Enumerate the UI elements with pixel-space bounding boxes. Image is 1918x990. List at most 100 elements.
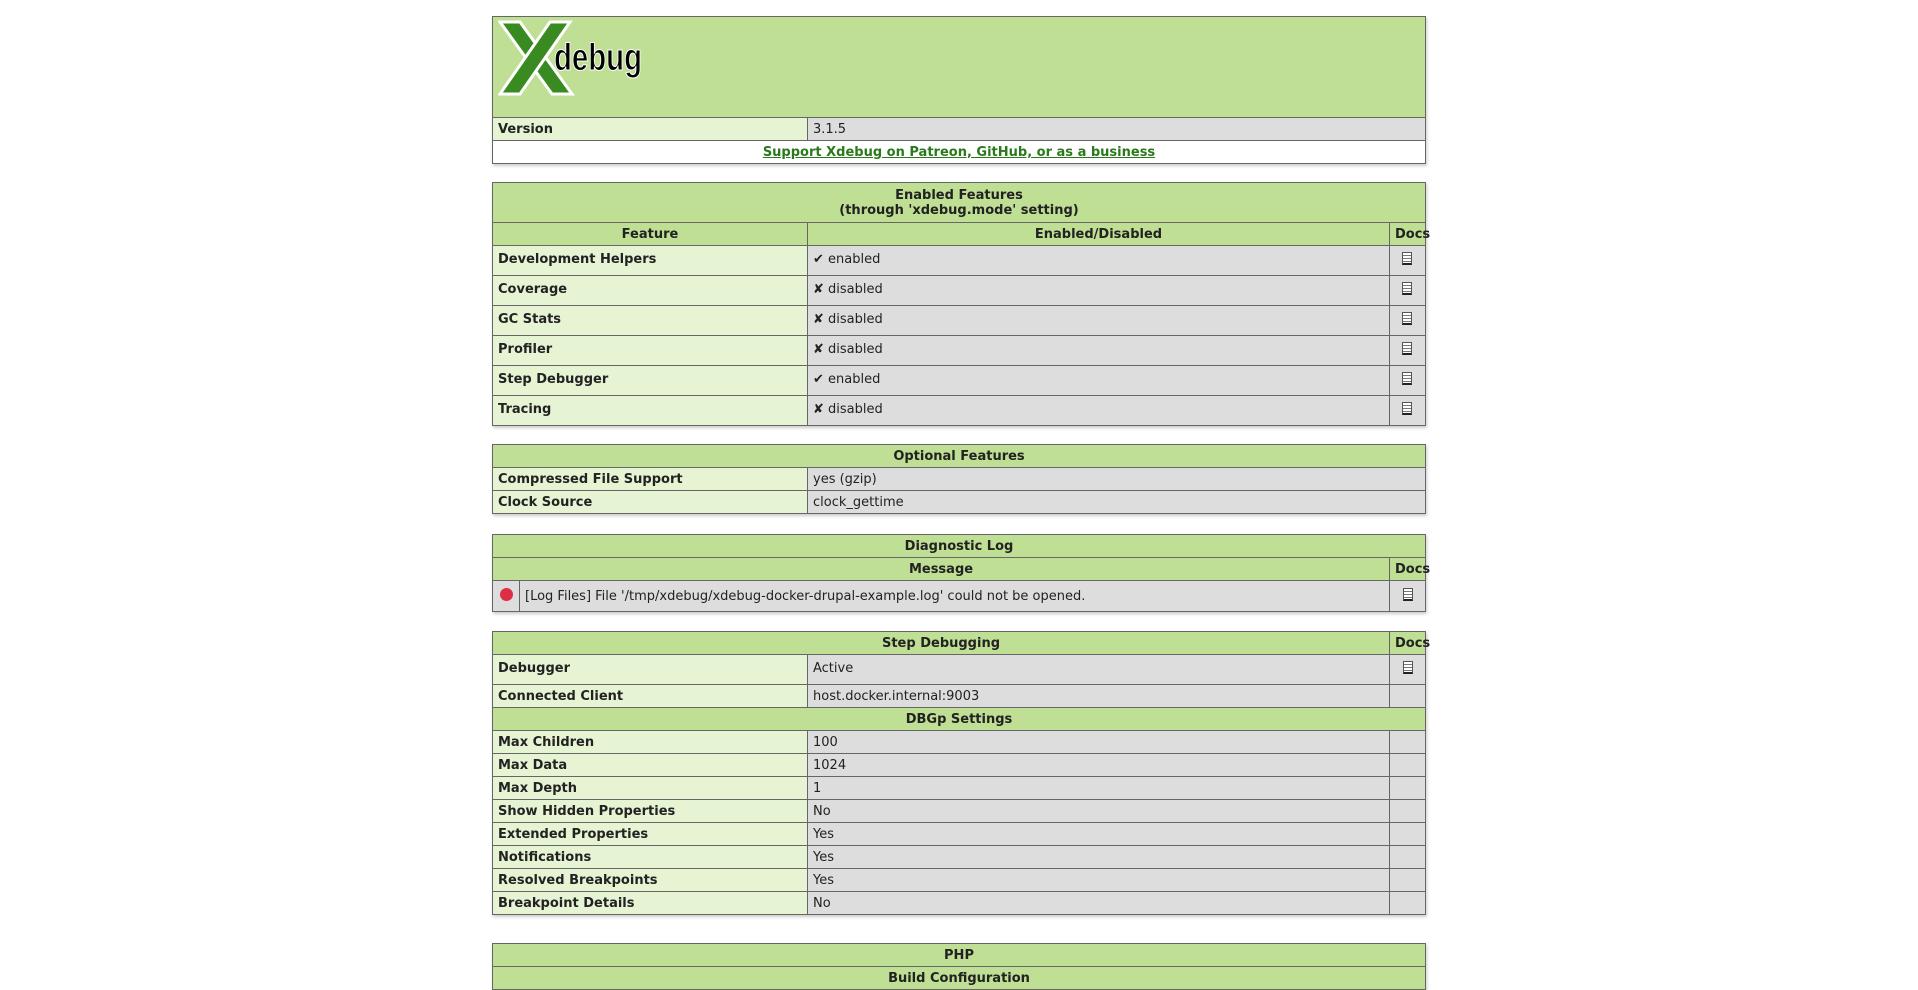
- log-message: [Log Files] File '/tmp/xdebug/xdebug-doc…: [519, 580, 1390, 612]
- table-row: Max Data 1024: [492, 753, 1426, 777]
- table-row: Extended Properties Yes: [492, 822, 1426, 846]
- dbgp-setting-name: Max Children: [492, 730, 808, 754]
- docs-cell: [1389, 580, 1426, 612]
- feature-name: Tracing: [492, 395, 808, 426]
- docs-page-icon[interactable]: [1402, 372, 1413, 385]
- table-row: Notifications Yes: [492, 845, 1426, 869]
- empty-docs-cell: [1389, 868, 1426, 892]
- diagnostic-log-title: Diagnostic Log: [492, 534, 1426, 558]
- dbgp-setting-name: Show Hidden Properties: [492, 799, 808, 823]
- empty-docs-cell: [1389, 891, 1426, 915]
- dbgp-setting-name: Resolved Breakpoints: [492, 868, 808, 892]
- dbgp-settings-title: DBGp Settings: [492, 707, 1426, 731]
- version-label: Version: [492, 117, 808, 141]
- connected-client-value: host.docker.internal:9003: [807, 684, 1390, 708]
- support-link[interactable]: Support Xdebug on Patreon, GitHub, or as…: [762, 144, 1156, 160]
- optional-feature-value: clock_gettime: [807, 490, 1426, 514]
- feature-name: Profiler: [492, 335, 808, 366]
- feature-name: Coverage: [492, 275, 808, 306]
- table-row: Step Debugger ✔ enabled: [492, 365, 1427, 396]
- optional-feature-value: yes (gzip): [807, 467, 1426, 491]
- dbgp-setting-name: Extended Properties: [492, 822, 808, 846]
- dbgp-setting-value: No: [807, 799, 1390, 823]
- empty-docs-cell: [1389, 753, 1426, 777]
- optional-features-table: Optional Features Compressed File Suppor…: [492, 444, 1426, 514]
- dbgp-setting-name: Max Depth: [492, 776, 808, 800]
- optional-feature-name: Clock Source: [492, 490, 808, 514]
- debugger-label: Debugger: [492, 654, 808, 685]
- feature-name: Step Debugger: [492, 365, 808, 396]
- empty-docs-cell: [1389, 684, 1426, 708]
- error-dot-icon: [499, 587, 513, 601]
- optional-features-title: Optional Features: [492, 444, 1426, 468]
- step-debugging-title: Step Debugging: [492, 631, 1390, 655]
- feature-name: GC Stats: [492, 305, 808, 336]
- col-docs: Docs: [1388, 222, 1430, 246]
- dbgp-setting-name: Max Data: [492, 753, 808, 777]
- table-row: Max Children 100: [492, 730, 1426, 754]
- docs-cell: [1389, 654, 1426, 685]
- table-row: Show Hidden Properties No: [492, 799, 1426, 823]
- table-row: Breakpoint Details No: [492, 891, 1426, 915]
- dbgp-setting-value: Yes: [807, 868, 1390, 892]
- docs-page-icon[interactable]: [1402, 312, 1413, 325]
- docs-page-icon[interactable]: [1402, 342, 1413, 355]
- table-row: Profiler ✘ disabled: [492, 335, 1427, 366]
- docs-page-icon[interactable]: [1402, 282, 1413, 295]
- empty-docs-cell: [1389, 799, 1426, 823]
- diagnostic-log-table: Diagnostic Log Message Docs [Log Files] F…: [492, 534, 1430, 612]
- feature-status: ✘ disabled: [807, 335, 1390, 366]
- dbgp-setting-value: 1: [807, 776, 1390, 800]
- version-value: 3.1.5: [807, 117, 1426, 141]
- php-table: PHP Build Configuration: [492, 943, 1426, 990]
- feature-status: ✔ enabled: [807, 365, 1390, 396]
- docs-page-icon[interactable]: [1402, 587, 1413, 601]
- logo-cell: debug: [492, 16, 1426, 118]
- docs-cell: [1388, 365, 1427, 396]
- docs-page-icon[interactable]: [1402, 661, 1413, 674]
- debugger-value: Active: [807, 654, 1390, 685]
- enabled-features-table: Enabled Features (through 'xdebug.mode' s…: [492, 182, 1430, 426]
- dbgp-setting-value: Yes: [807, 845, 1390, 869]
- dbgp-setting-value: Yes: [807, 822, 1390, 846]
- step-debugging-table: Step Debugging Docs Debugger Active Connec…: [492, 631, 1430, 915]
- col-message: Message: [492, 557, 1390, 581]
- feature-name: Development Helpers: [492, 245, 808, 276]
- table-row: Max Depth 1: [492, 776, 1426, 800]
- empty-docs-cell: [1389, 845, 1426, 869]
- docs-page-icon[interactable]: [1402, 252, 1413, 265]
- table-row: Clock Source clock_gettime: [492, 490, 1426, 514]
- empty-docs-cell: [1389, 776, 1426, 800]
- svg-text:debug: debug: [554, 37, 642, 79]
- feature-status: ✘ disabled: [807, 275, 1390, 306]
- php-title: PHP: [492, 943, 1426, 967]
- dbgp-setting-value: No: [807, 891, 1390, 915]
- empty-docs-cell: [1389, 730, 1426, 754]
- col-status: Enabled/Disabled: [807, 222, 1390, 246]
- xdebug-logo: debug: [497, 20, 643, 96]
- dbgp-setting-value: 1024: [807, 753, 1390, 777]
- col-feature: Feature: [492, 222, 808, 246]
- optional-feature-name: Compressed File Support: [492, 467, 808, 491]
- col-docs: Docs: [1389, 631, 1430, 655]
- empty-docs-cell: [1389, 822, 1426, 846]
- enabled-features-title: Enabled Features (through 'xdebug.mode' s…: [492, 182, 1426, 223]
- dbgp-setting-value: 100: [807, 730, 1390, 754]
- dbgp-setting-name: Notifications: [492, 845, 808, 869]
- docs-page-icon[interactable]: [1402, 402, 1413, 415]
- xdebug-header-table: debug Version 3.1.5 Support Xdebug on Pat…: [492, 16, 1426, 164]
- connected-client-label: Connected Client: [492, 684, 808, 708]
- docs-cell: [1388, 395, 1427, 426]
- docs-cell: [1388, 335, 1427, 366]
- table-row: GC Stats ✘ disabled: [492, 305, 1427, 336]
- table-row: Tracing ✘ disabled: [492, 395, 1427, 426]
- docs-cell: [1388, 275, 1427, 306]
- severity-cell: [492, 580, 520, 612]
- docs-cell: [1388, 305, 1427, 336]
- build-configuration-title: Build Configuration: [492, 966, 1426, 990]
- feature-status: ✘ disabled: [807, 395, 1390, 426]
- feature-status: ✔ enabled: [807, 245, 1390, 276]
- table-row: Resolved Breakpoints Yes: [492, 868, 1426, 892]
- col-docs: Docs: [1389, 557, 1430, 581]
- docs-cell: [1388, 245, 1427, 276]
